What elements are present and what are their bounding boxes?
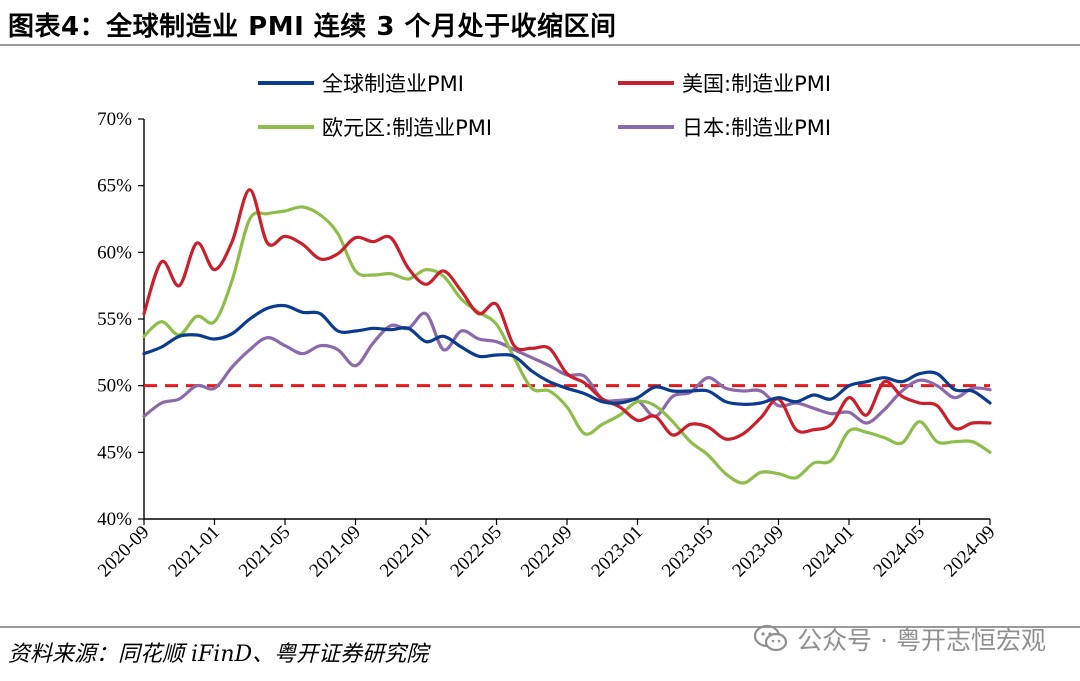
wechat-icon (754, 624, 788, 652)
header-rule (0, 44, 1080, 46)
source-note: 资料来源：同花顺 iFinD、粤开证券研究院 (8, 642, 429, 667)
x-tick-label: 2024-09 (940, 522, 1000, 582)
pmi-line-chart: 40%45%50%55%60%65%70%2020-09 2021-01 2021-… (94, 72, 1000, 581)
series-line-euro (142, 205, 992, 485)
legend-label-euro: 欧元区:制造业PMI (322, 116, 492, 140)
x-tick-label: 2024-05 (869, 522, 929, 582)
y-tick-label: 45% (97, 442, 132, 463)
x-tick-label: 2021-05 (235, 522, 295, 582)
x-tick-label: 2023-05 (658, 522, 718, 582)
x-tick-label: 2021-09 (305, 522, 365, 582)
watermark: 公众号 · 粤开志恒宏观 (753, 621, 1046, 657)
y-tick-label: 70% (97, 109, 132, 130)
series-layer (142, 188, 992, 485)
x-tick-label: 2023-09 (728, 522, 788, 582)
y-tick-label: 60% (97, 242, 132, 263)
y-tick-label: 40% (97, 509, 132, 530)
x-tick-label: 2022-01 (376, 522, 436, 582)
chart-axes: 40%45%50%55%60%65%70%2020-09 2021-01 2021-… (94, 109, 1000, 581)
legend-label-global: 全球制造业PMI (322, 72, 464, 96)
series-line-us (142, 188, 992, 441)
x-tick-label: 2021-01 (164, 522, 224, 582)
y-tick-label: 50% (97, 376, 132, 397)
x-tick-label: 2023-01 (587, 522, 647, 582)
y-tick-label: 65% (97, 176, 132, 197)
footer-rule (0, 626, 1080, 628)
y-tick-label: 55% (97, 309, 132, 330)
x-tick-label: 2024-01 (799, 522, 859, 582)
watermark-text: 公众号 · 粤开志恒宏观 (797, 626, 1046, 655)
title-bar: 图表4：全球制造业 PMI 连续 3 个月处于收缩区间 (0, 0, 1080, 44)
x-tick-label: 2022-05 (446, 522, 506, 582)
series-line-global (142, 303, 992, 406)
page-title: 图表4：全球制造业 PMI 连续 3 个月处于收缩区间 (8, 12, 617, 42)
legend-label-japan: 日本:制造业PMI (682, 116, 831, 140)
x-tick-label: 2020-09 (94, 522, 154, 582)
chart-legend: 全球制造业PMI 美国:制造业PMI 欧元区:制造业PMI 日本:制造业PMI (258, 72, 831, 140)
x-tick-label: 2022-09 (517, 522, 577, 582)
legend-label-us: 美国:制造业PMI (682, 72, 831, 96)
